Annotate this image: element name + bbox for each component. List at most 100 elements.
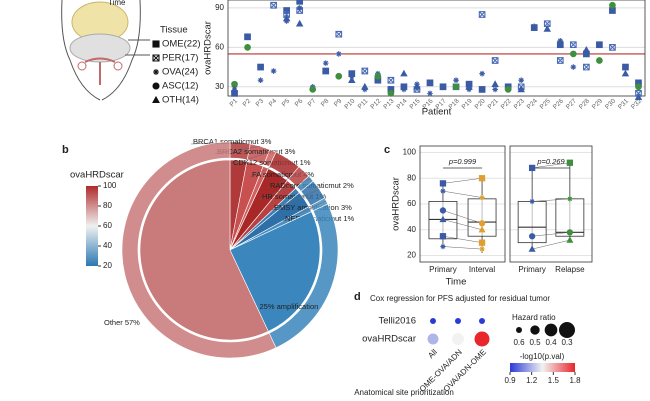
point xyxy=(282,14,291,22)
leader-line xyxy=(230,150,273,166)
x-tick-label: P25 xyxy=(539,97,552,110)
color-legend-title: -log10(p.val) xyxy=(520,352,565,361)
x-tick-label: P5 xyxy=(281,97,292,108)
x-tick-label: P23 xyxy=(513,97,526,110)
point xyxy=(609,1,616,9)
column-label: OVA/ADN-OME xyxy=(442,348,488,394)
legend-label: PER(17) xyxy=(162,53,198,64)
leader-line xyxy=(282,200,327,222)
y-tick-label: 90 xyxy=(215,3,224,12)
point xyxy=(478,226,486,233)
legend-marker xyxy=(152,82,160,90)
point xyxy=(465,82,473,90)
point xyxy=(531,23,538,30)
x-tick-label: P30 xyxy=(604,97,617,110)
point xyxy=(491,80,499,87)
pair-line xyxy=(442,246,483,250)
colorbar-title: ovaHRDscar xyxy=(70,170,124,181)
point xyxy=(570,64,577,70)
colorbar xyxy=(86,186,98,266)
x-tick-label: P21 xyxy=(487,97,500,110)
pair-line xyxy=(532,239,570,250)
y-axis-label: ovaHRDscar xyxy=(203,21,214,75)
uterus xyxy=(84,57,116,85)
point xyxy=(427,90,433,97)
point xyxy=(296,5,303,11)
size-legend-label: 0.6 xyxy=(513,338,525,347)
slice-label: BRCA2 somaticmut 3% xyxy=(217,147,296,156)
point xyxy=(479,70,485,77)
row-label: Telli2016 xyxy=(379,316,417,327)
point xyxy=(440,243,446,250)
dot xyxy=(430,318,436,324)
colorbar-tick-label: 100 xyxy=(103,181,117,190)
x-tick-label: P27 xyxy=(565,97,578,110)
x-tick-label: Relapse xyxy=(555,265,585,274)
point xyxy=(439,215,447,223)
point xyxy=(257,63,264,71)
point xyxy=(296,0,304,5)
point xyxy=(374,72,382,80)
legend-marker xyxy=(152,95,160,103)
plot-frame xyxy=(227,0,646,97)
point xyxy=(567,196,573,202)
panel-label: c xyxy=(384,144,390,156)
y-tick-label: 20 xyxy=(407,251,416,260)
p-value: p=0.269 xyxy=(536,157,565,166)
point xyxy=(244,43,251,51)
pair-line xyxy=(442,190,483,198)
y-tick-label: 30 xyxy=(215,82,224,91)
colorbar-tick-label: 1.2 xyxy=(526,376,538,385)
point xyxy=(322,60,329,66)
point xyxy=(478,220,486,227)
colorbar-tick-label: 40 xyxy=(103,241,112,250)
point xyxy=(478,86,486,93)
point xyxy=(596,57,603,64)
point xyxy=(596,41,603,49)
x-tick-label: P14 xyxy=(395,97,408,110)
x-tick-label: P24 xyxy=(526,97,539,110)
leader-line xyxy=(271,189,320,211)
point xyxy=(309,86,317,93)
pair-line xyxy=(442,219,483,231)
anatomy xyxy=(61,0,150,101)
legend-marker xyxy=(152,54,160,62)
point xyxy=(635,83,642,91)
x-axis-label: Patient xyxy=(422,107,452,118)
colorbar-tick-label: 1.8 xyxy=(569,376,581,385)
x-tick-label: P10 xyxy=(343,97,356,110)
point xyxy=(452,83,460,91)
point xyxy=(529,198,535,205)
size-legend-label: 0.4 xyxy=(545,338,557,347)
y-tick-label: 40 xyxy=(407,225,416,234)
pie-slice xyxy=(139,159,269,341)
point xyxy=(634,93,643,101)
x-tick-label: P29 xyxy=(591,97,604,110)
size-legend-dot xyxy=(559,322,575,338)
facet-frame xyxy=(509,145,593,263)
slice-label: Other 57% xyxy=(104,318,140,327)
point xyxy=(491,57,499,64)
point xyxy=(387,90,395,97)
point xyxy=(230,85,239,93)
pair-line xyxy=(442,177,483,184)
dot xyxy=(427,333,439,345)
point xyxy=(543,20,551,28)
pair-line xyxy=(442,210,483,224)
x-tick-label: P1 xyxy=(229,97,240,108)
point xyxy=(528,245,536,252)
size-legend-label: 0.3 xyxy=(561,338,573,347)
point xyxy=(583,63,590,71)
point xyxy=(622,63,629,71)
body-outline xyxy=(61,0,141,101)
point xyxy=(270,68,277,74)
pair-line xyxy=(532,232,570,237)
point xyxy=(257,77,264,84)
point xyxy=(492,86,498,93)
row-label: ovaHRDscar xyxy=(362,334,416,345)
colorbar xyxy=(510,363,575,372)
point xyxy=(439,180,447,187)
pair-line xyxy=(442,235,483,243)
x-tick-label: P9 xyxy=(333,97,344,108)
